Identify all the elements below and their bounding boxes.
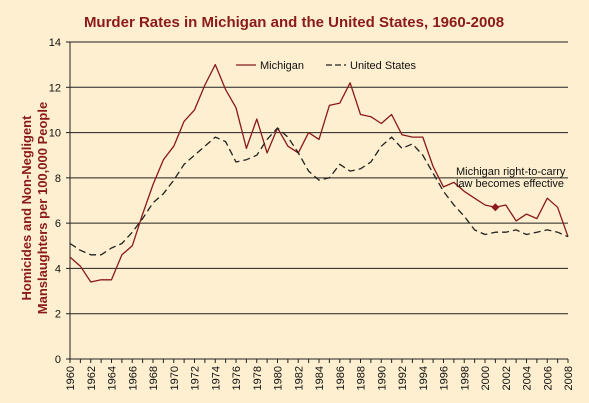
y-axis-label-line-2: Manslaughters per 100,000 People — [35, 102, 50, 314]
y-tick-label-0: 0 — [55, 354, 61, 366]
y-tick-label-6: 6 — [55, 218, 61, 230]
x-tick-label-1968: 1968 — [148, 366, 160, 390]
x-tick-label-1998: 1998 — [459, 366, 471, 390]
x-tick-label-1988: 1988 — [356, 366, 368, 390]
axes — [66, 41, 569, 363]
y-tick-label-2: 2 — [55, 309, 61, 321]
x-tick-label-2006: 2006 — [542, 366, 554, 390]
legend: Michigan United States — [236, 60, 417, 72]
series-line-michigan — [69, 63, 569, 283]
x-tick-label-1970: 1970 — [169, 366, 181, 390]
x-tick-label-2000: 2000 — [480, 366, 492, 390]
x-tick-label-1992: 1992 — [397, 366, 409, 390]
x-tick-label-1964: 1964 — [107, 366, 119, 390]
x-tick-label-1994: 1994 — [418, 366, 430, 390]
x-tick-label-1980: 1980 — [273, 366, 285, 390]
y-tick-label-10: 10 — [49, 128, 61, 140]
x-tick-label-1986: 1986 — [335, 366, 347, 390]
annotation-marker — [491, 203, 500, 212]
x-tick-label-1966: 1966 — [127, 366, 139, 390]
x-tick-label-1982: 1982 — [293, 366, 305, 390]
x-tick-label-2002: 2002 — [501, 366, 513, 390]
x-tick-label-1990: 1990 — [376, 366, 388, 390]
x-tick-label-1974: 1974 — [210, 366, 222, 390]
y-tick-labels: 0 2 4 6 8 10 12 14 — [49, 37, 61, 366]
annotation-text-line-2: law becomes effective — [456, 178, 564, 190]
y-axis-label: Homicides and Non-Negligent Manslaughter… — [19, 102, 50, 314]
y-tick-label-14: 14 — [49, 37, 61, 49]
series-line-united-states — [69, 127, 569, 256]
x-tick-label-1960: 1960 — [65, 366, 77, 390]
chart-title: Murder Rates in Michigan and the United … — [84, 14, 504, 31]
x-tick-label-1996: 1996 — [439, 366, 451, 390]
x-tick-label-1976: 1976 — [231, 366, 243, 390]
x-tick-label-1972: 1972 — [190, 366, 202, 390]
x-tick-label-2004: 2004 — [522, 366, 534, 390]
x-tick-label-2008: 2008 — [563, 366, 575, 390]
x-tick-label-1984: 1984 — [314, 366, 326, 390]
y-tick-label-8: 8 — [55, 173, 61, 185]
y-tick-label-4: 4 — [55, 263, 61, 275]
x-tick-label-1978: 1978 — [252, 366, 264, 390]
legend-label-michigan: Michigan — [260, 60, 304, 72]
x-tick-labels: 1960 1962 1964 1966 1968 1970 1972 1974 1976 1978… — [65, 366, 575, 390]
y-tick-label-12: 12 — [49, 82, 61, 94]
legend-label-united-states: United States — [350, 60, 417, 72]
annotation-text-line-1: Michigan right-to-carry — [456, 166, 566, 178]
x-tick-label-1962: 1962 — [86, 366, 98, 390]
series-lines — [69, 63, 569, 283]
y-axis-label-line-1: Homicides and Non-Negligent — [19, 115, 34, 301]
